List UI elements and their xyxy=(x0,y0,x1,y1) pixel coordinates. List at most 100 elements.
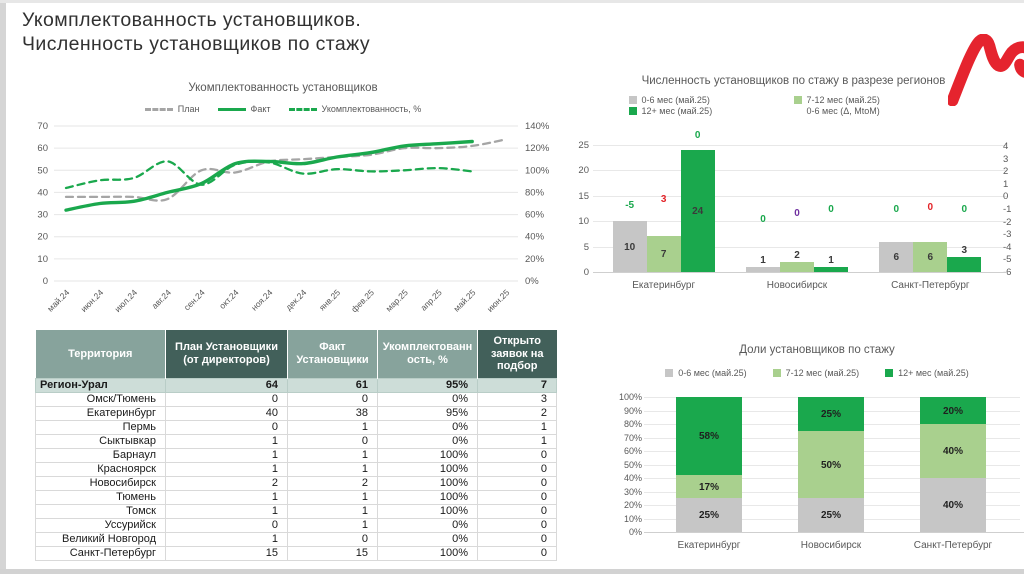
table-row: Пермь 0 1 0% 1 xyxy=(35,419,557,435)
svg-text:100%: 100% xyxy=(525,165,550,176)
grouped-chart-title: Численность установщиков по стажу в разр… xyxy=(641,75,946,87)
table-cell: 100% xyxy=(377,475,478,491)
category-label: Екатеринбург xyxy=(632,280,696,291)
legend-item: План xyxy=(144,104,200,114)
gridline xyxy=(593,221,1007,223)
svg-text:май.25: май.25 xyxy=(451,287,477,313)
line-chart-legend: План Факт Укомплектованность, % xyxy=(6,104,560,114)
table-cell: 0 xyxy=(287,433,378,449)
right-axis-tick: 0 xyxy=(1003,191,1009,203)
table-cell: 1 xyxy=(165,503,288,519)
table-cell: 0 xyxy=(165,391,288,407)
left-axis-tick: 15 xyxy=(578,190,589,202)
svg-text:40: 40 xyxy=(37,187,48,198)
legend-line-swatch xyxy=(217,107,246,111)
table-cell: 1 xyxy=(165,433,288,449)
table-cell: 1 xyxy=(165,447,288,463)
category-label: Санкт-Петербург xyxy=(913,540,993,551)
table-cell: 0 xyxy=(477,447,557,463)
gridline xyxy=(593,195,1007,197)
table-cell: 1 xyxy=(165,489,288,505)
table-cell: 100% xyxy=(377,461,478,477)
stack-segment-label: 58% xyxy=(698,431,719,443)
legend-line-swatch xyxy=(144,107,173,111)
stacked-chart-plot: 0% 10% 20% 30% 40% 50% 60% 70% 80% 90% 100% 25% 17% 5… xyxy=(619,392,1024,537)
y-axis-tick: 10% xyxy=(623,513,642,524)
staffing-table-header: Территория План Установщики (от директоро… xyxy=(35,330,557,378)
svg-text:40%: 40% xyxy=(525,232,545,243)
table-column-header: Укомплектованность, % xyxy=(377,330,478,378)
table-cell: Тюмень xyxy=(35,489,166,505)
legend-label: 7-12 мес (май.25) xyxy=(785,368,860,378)
stacked-chart-legend: 0-6 мес (май.25) 7-12 мес (май.25) 12+ мес… xyxy=(610,368,1024,378)
bar-value-label: 10 xyxy=(624,241,636,253)
table-cell: 0% xyxy=(377,419,478,435)
legend-label: 0-6 мес (май.25) xyxy=(678,368,747,378)
svg-text:авг.24: авг.24 xyxy=(150,287,174,311)
right-axis-tick: 4 xyxy=(1003,141,1009,152)
delta-value-label: 0 xyxy=(760,214,766,225)
right-axis-tick: -2 xyxy=(1003,216,1012,228)
table-cell: 0 xyxy=(287,531,378,547)
svg-text:0: 0 xyxy=(43,276,48,287)
table-cell: 0% xyxy=(377,391,478,407)
bar-value-label: 1 xyxy=(760,254,766,266)
legend-box-swatch xyxy=(628,107,637,115)
svg-text:20: 20 xyxy=(37,232,48,243)
svg-text:июн.24: июн.24 xyxy=(79,287,106,314)
svg-text:май.24: май.24 xyxy=(45,287,71,313)
bar-value-label: 1 xyxy=(828,254,834,266)
table-cell: 0 xyxy=(477,503,557,519)
table-cell: 1 xyxy=(287,447,378,463)
bar-value-label: 6 xyxy=(893,251,900,263)
table-row: Сыктывкар 1 0 0% 1 xyxy=(35,433,557,449)
page-title: Укомплектованность установщиков. Численн… xyxy=(22,8,582,56)
delta-value-label: 0 xyxy=(794,208,800,219)
page-title-line2: Численность установщиков по стажу xyxy=(22,33,370,55)
svg-text:140%: 140% xyxy=(525,121,550,132)
left-axis-tick: 25 xyxy=(578,140,589,151)
legend-label: 12+ мес (май.25) xyxy=(641,106,713,116)
legend-box-swatch xyxy=(772,369,781,377)
delta-value-label: 0 xyxy=(961,204,968,215)
table-cell: Сыктывкар xyxy=(35,433,166,449)
stack-segment-label: 25% xyxy=(820,408,841,420)
line-chart-plot: 0 0% 10 20% 20 40% 30 60% 40 80% 50 100% 60 120% 70 140… xyxy=(37,121,550,314)
stack-segment-label: 17% xyxy=(698,481,719,493)
line-chart-title: Укомплектованность установщиков xyxy=(188,82,378,94)
table-row: Новосибирск 2 2 100% 0 xyxy=(35,475,557,491)
legend-label: 12+ мес (май.25) xyxy=(898,368,969,378)
grouped-chart-categories: Екатеринбург Новосибирск Санкт-Петербург xyxy=(597,273,997,293)
left-axis-tick: 10 xyxy=(578,216,589,228)
table-column-header: План Установщики (от директоров) xyxy=(165,330,288,378)
svg-text:янв.25: янв.25 xyxy=(317,287,342,312)
right-axis-tick: -4 xyxy=(1003,241,1012,253)
table-cell: Новосибирск xyxy=(35,475,166,491)
svg-text:50: 50 xyxy=(37,165,48,176)
table-cell: 100% xyxy=(377,503,478,519)
gridline xyxy=(593,145,1007,146)
table-cell: 1 xyxy=(165,531,288,547)
x-axis-line xyxy=(644,532,1024,533)
svg-text:60: 60 xyxy=(37,143,48,154)
bar-value-label: 6 xyxy=(927,251,934,263)
staffing-table-section: Территория План Установщики (от директоро… xyxy=(35,330,557,561)
svg-text:ноя.24: ноя.24 xyxy=(249,287,275,313)
left-axis-tick: 5 xyxy=(583,241,589,253)
table-cell: 100% xyxy=(377,489,478,505)
stack-segment-0-6 мес (май.25) xyxy=(676,498,742,532)
stack-segment-label: 50% xyxy=(820,459,841,471)
svg-text:июн.25: июн.25 xyxy=(485,287,512,314)
svg-text:дек.24: дек.24 xyxy=(283,287,308,312)
grouped-chart-legend: 0-6 мес (май.25) 7-12 мес (май.25) 12+ мес… xyxy=(628,95,959,116)
stacked-bar-chart-section: Доли установщиков по стажу 0-6 мес (май.… xyxy=(610,336,1024,566)
bar-0-6 мес (май.25) xyxy=(746,266,780,272)
table-cell: 0% xyxy=(377,517,478,533)
bar-0-6 мес (май.25) xyxy=(879,241,914,272)
legend-label: 0-6 мес (Δ, MtoM) xyxy=(806,106,880,116)
stack-segment-label: 40% xyxy=(942,500,963,511)
table-cell: Великий Новгород xyxy=(35,531,166,547)
table-cell: 40 xyxy=(165,405,288,421)
table-row: Томск 1 1 100% 0 xyxy=(35,503,557,519)
legend-item: 0-6 мес (май.25) xyxy=(628,95,794,105)
